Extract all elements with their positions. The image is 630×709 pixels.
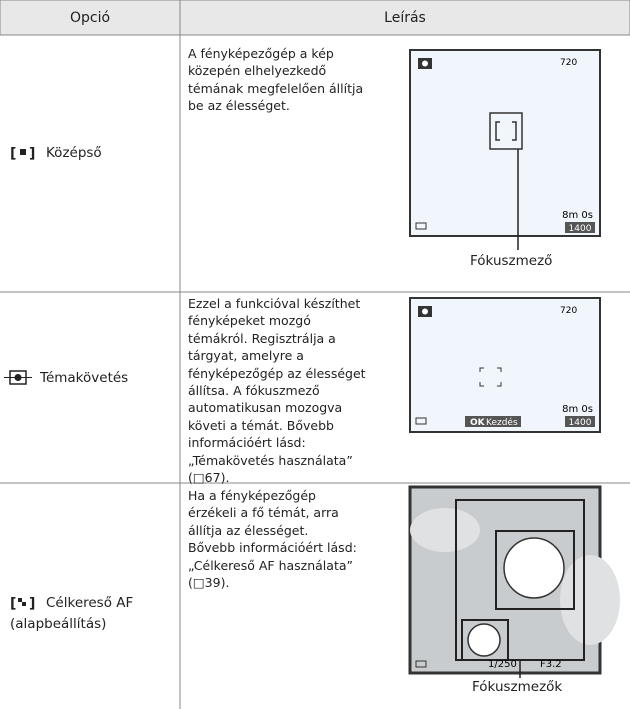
screen-text: 1400 bbox=[569, 224, 592, 234]
description-line: „Célkereső AF használata” bbox=[188, 557, 353, 573]
description-line: Bővebb információért lásd: bbox=[188, 540, 357, 556]
description-line: érzékeli a fő témát, arra bbox=[188, 505, 339, 521]
camera-screen: 1/250 F3.2 bbox=[408, 485, 620, 678]
screen-text: 1/250 bbox=[488, 659, 517, 670]
description-line: témának megfelelően állítja bbox=[188, 80, 364, 96]
icon-center: [] bbox=[10, 146, 35, 162]
screen-text: Kezdés bbox=[486, 417, 518, 428]
option-label: Témakövetés bbox=[40, 370, 129, 386]
screen-text: 1400 bbox=[569, 418, 592, 428]
description-line: (□67). bbox=[188, 470, 230, 485]
camera-screen: 720 8m 0s 1400 OK Kezdés bbox=[409, 297, 601, 433]
header-cell: Opció bbox=[69, 10, 111, 26]
description-line: (□39). bbox=[188, 575, 230, 590]
option-label: Célkereső AF bbox=[46, 595, 134, 611]
icon-target-af: [] bbox=[10, 596, 35, 612]
header-cell: Leírás bbox=[384, 10, 426, 26]
screen-text: F3.2 bbox=[540, 659, 562, 670]
option-note: (alapbeállítás) bbox=[10, 616, 107, 632]
camera-screen: 720 8m 0s 1400 bbox=[409, 49, 601, 250]
description-line: fényképezőgép az élességet bbox=[188, 365, 366, 381]
screen-text: 8m 0s bbox=[562, 404, 593, 415]
description-line: tárgyat, amelyre a bbox=[188, 348, 304, 364]
description-line: A fényképezőgép a kép bbox=[188, 46, 334, 61]
option-label: Középső bbox=[46, 145, 102, 161]
callout: Fókuszmezők bbox=[472, 679, 563, 695]
icon-tracking bbox=[4, 370, 32, 385]
description-line: információért lásd: bbox=[188, 435, 306, 451]
description-line: témákról. Regisztrálja a bbox=[188, 330, 336, 346]
screen-text: 720 bbox=[560, 306, 577, 316]
description-line: Ezzel a funkcióval készíthet bbox=[188, 296, 361, 311]
screen-text: 8m 0s bbox=[562, 210, 593, 221]
description-line: állítja az élességet. bbox=[188, 522, 309, 538]
screen-text: 720 bbox=[560, 58, 577, 68]
description-line: állítsa. A fókuszmező bbox=[188, 383, 320, 398]
description-line: fényképeket mozgó bbox=[188, 313, 311, 329]
description-line: automatikusan mozogva bbox=[188, 400, 343, 416]
svg-text:[: [ bbox=[10, 146, 16, 162]
description-line: Ha a fényképezőgép bbox=[188, 488, 316, 503]
svg-text:]: ] bbox=[29, 596, 35, 612]
description-line: közepén elhelyezkedő bbox=[188, 63, 327, 79]
description-line: követi a témát. Bővebb bbox=[188, 417, 334, 433]
callout: Fókuszmező bbox=[470, 253, 553, 269]
svg-text:]: ] bbox=[29, 146, 35, 162]
svg-text:[: [ bbox=[10, 596, 16, 612]
description-line: be az élességet. bbox=[188, 98, 290, 114]
description-line: „Témakövetés használata” bbox=[188, 452, 353, 468]
svg-text:OK: OK bbox=[470, 418, 486, 428]
